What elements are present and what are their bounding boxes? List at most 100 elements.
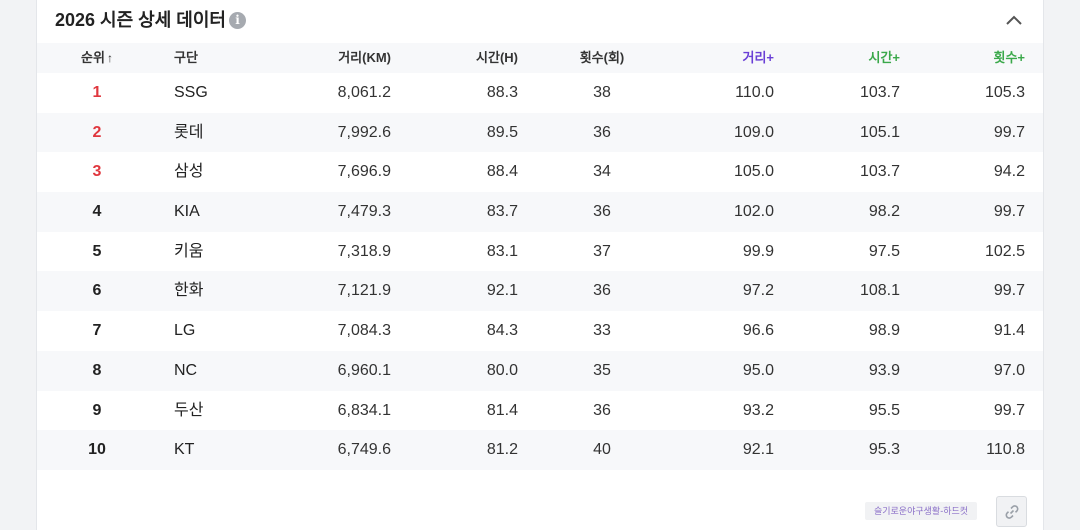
rank-cell: 5	[92, 242, 102, 260]
team-cell: KT	[174, 441, 195, 459]
link-icon	[1005, 505, 1019, 519]
distance-cell: 6,960.1	[337, 361, 391, 379]
time-cell: 92.1	[486, 282, 518, 300]
team-cell: 롯데	[174, 123, 204, 141]
distance-plus-cell: 96.6	[742, 322, 774, 340]
rank-cell: 3	[92, 163, 102, 181]
info-icon[interactable]: i	[229, 12, 246, 29]
time-cell: 81.2	[486, 441, 518, 459]
distance-cell: 6,749.6	[337, 441, 391, 459]
distance-plus-cell: 95.0	[742, 361, 774, 379]
count-plus-cell: 97.0	[993, 361, 1025, 379]
header-rank[interactable]: 순위 ↑	[67, 43, 127, 73]
time-cell: 88.4	[486, 163, 518, 181]
distance-cell: 7,318.9	[337, 242, 391, 260]
table-row[interactable]: 2 롯데 7,992.6 89.5 36 109.0 105.1 99.7	[37, 112, 1043, 153]
time-cell: 89.5	[486, 123, 518, 141]
header-distance[interactable]: 거리(KM)	[338, 50, 391, 65]
team-cell: 두산	[174, 401, 204, 419]
distance-cell: 7,992.6	[337, 123, 391, 141]
time-plus-cell: 105.1	[859, 123, 900, 141]
link-button[interactable]	[996, 496, 1027, 527]
time-cell: 81.4	[486, 401, 518, 419]
team-cell: KIA	[174, 203, 200, 221]
rank-cell: 10	[88, 441, 106, 459]
time-cell: 88.3	[486, 84, 518, 101]
header-distance-plus[interactable]: 거리+	[742, 50, 774, 65]
stats-table: 순위 ↑ 구단 거리(KM) 시간(H) 횟수(회) 거리+ 시간+ 횟수+ 1 S…	[37, 43, 1043, 470]
table-body: 1 SSG 8,061.2 88.3 38 110.0 103.7 105.3 2 롯데 7,992…	[37, 73, 1043, 470]
distance-plus-cell: 105.0	[733, 163, 774, 181]
rank-cell: 7	[92, 322, 102, 340]
count-cell: 37	[593, 242, 611, 260]
table-row[interactable]: 5 키움 7,318.9 83.1 37 99.9 97.5 102.5	[37, 232, 1043, 272]
distance-plus-cell: 99.9	[742, 242, 774, 260]
time-plus-cell: 95.5	[868, 401, 900, 419]
distance-plus-cell: 92.1	[742, 441, 774, 459]
time-plus-cell: 95.3	[868, 441, 900, 459]
season-data-panel: 2026 시즌 상세 데이터 i 순위 ↑ 구단 거리(KM) 시간(H) 횟수(…	[36, 0, 1044, 530]
team-cell: NC	[174, 361, 198, 379]
rank-cell: 1	[92, 84, 102, 101]
distance-cell: 7,084.3	[337, 322, 391, 340]
distance-plus-cell: 110.0	[735, 84, 774, 101]
count-cell: 35	[593, 361, 611, 379]
team-cell: 키움	[174, 242, 204, 260]
count-cell: 36	[593, 203, 611, 221]
time-cell: 80.0	[486, 361, 518, 379]
count-plus-cell: 99.7	[993, 282, 1025, 300]
header-count-plus[interactable]: 횟수+	[993, 50, 1025, 65]
panel-title: 2026 시즌 상세 데이터	[55, 10, 226, 30]
time-cell: 83.1	[486, 242, 518, 260]
time-plus-cell: 93.9	[868, 361, 900, 379]
distance-plus-cell: 93.2	[742, 401, 774, 419]
header-time-plus[interactable]: 시간+	[868, 50, 900, 65]
count-plus-cell: 102.5	[984, 242, 1025, 260]
count-cell: 34	[593, 163, 611, 181]
table-row[interactable]: 1 SSG 8,061.2 88.3 38 110.0 103.7 105.3	[37, 73, 1043, 113]
chevron-up-icon[interactable]	[1003, 9, 1025, 31]
count-plus-cell: 110.8	[986, 441, 1025, 459]
rank-cell: 4	[92, 203, 102, 221]
table-row[interactable]: 10 KT 6,749.6 81.2 40 92.1 95.3 110.8	[37, 430, 1043, 470]
header-time[interactable]: 시간(H)	[476, 50, 518, 65]
distance-plus-cell: 109.0	[733, 123, 774, 141]
header-team[interactable]: 구단	[174, 50, 198, 65]
time-cell: 84.3	[486, 322, 518, 340]
rank-cell: 2	[92, 123, 102, 141]
count-plus-cell: 105.3	[984, 84, 1025, 101]
time-plus-cell: 98.2	[868, 203, 900, 221]
team-cell: 한화	[174, 282, 204, 300]
team-cell: SSG	[174, 84, 208, 101]
table-row[interactable]: 3 삼성 7,696.9 88.4 34 105.0 103.7 94.2	[37, 152, 1043, 192]
distance-cell: 7,479.3	[337, 203, 391, 221]
team-cell: LG	[174, 322, 196, 340]
table-row[interactable]: 6 한화 7,121.9 92.1 36 97.2 108.1 99.7	[37, 271, 1043, 312]
time-cell: 83.7	[486, 203, 518, 221]
rank-cell: 8	[92, 361, 102, 379]
distance-cell: 7,121.9	[337, 282, 391, 300]
table-row[interactable]: 8 NC 6,960.1 80.0 35 95.0 93.9 97.0	[37, 350, 1043, 391]
count-cell: 38	[593, 84, 611, 101]
distance-plus-cell: 102.0	[733, 203, 774, 221]
team-cell: 삼성	[174, 163, 204, 181]
count-plus-cell: 91.4	[993, 322, 1025, 340]
table-row[interactable]: 9 두산 6,834.1 81.4 36 93.2 95.5 99.7	[37, 391, 1043, 431]
distance-cell: 8,061.2	[337, 84, 391, 101]
time-plus-cell: 98.9	[868, 322, 900, 340]
sort-up-icon[interactable]: ↑	[106, 51, 113, 65]
panel-header[interactable]: 2026 시즌 상세 데이터 i	[37, 1, 1043, 39]
distance-plus-cell: 97.2	[742, 282, 774, 300]
time-plus-cell: 108.1	[859, 282, 900, 300]
header-count[interactable]: 횟수(회)	[579, 50, 625, 65]
distance-cell: 7,696.9	[337, 163, 391, 181]
count-cell: 36	[593, 123, 611, 141]
count-plus-cell: 99.7	[993, 401, 1025, 419]
table-row[interactable]: 4 KIA 7,479.3 83.7 36 102.0 98.2 99.7	[37, 192, 1043, 232]
count-cell: 36	[593, 401, 611, 419]
rank-cell: 6	[92, 282, 102, 300]
distance-cell: 6,834.1	[337, 401, 391, 419]
time-plus-cell: 103.7	[859, 163, 900, 181]
table-row[interactable]: 7 LG 7,084.3 84.3 33 96.6 98.9 91.4	[37, 311, 1043, 351]
table-header-row: 순위 ↑ 구단 거리(KM) 시간(H) 횟수(회) 거리+ 시간+ 횟수+	[37, 43, 1043, 73]
